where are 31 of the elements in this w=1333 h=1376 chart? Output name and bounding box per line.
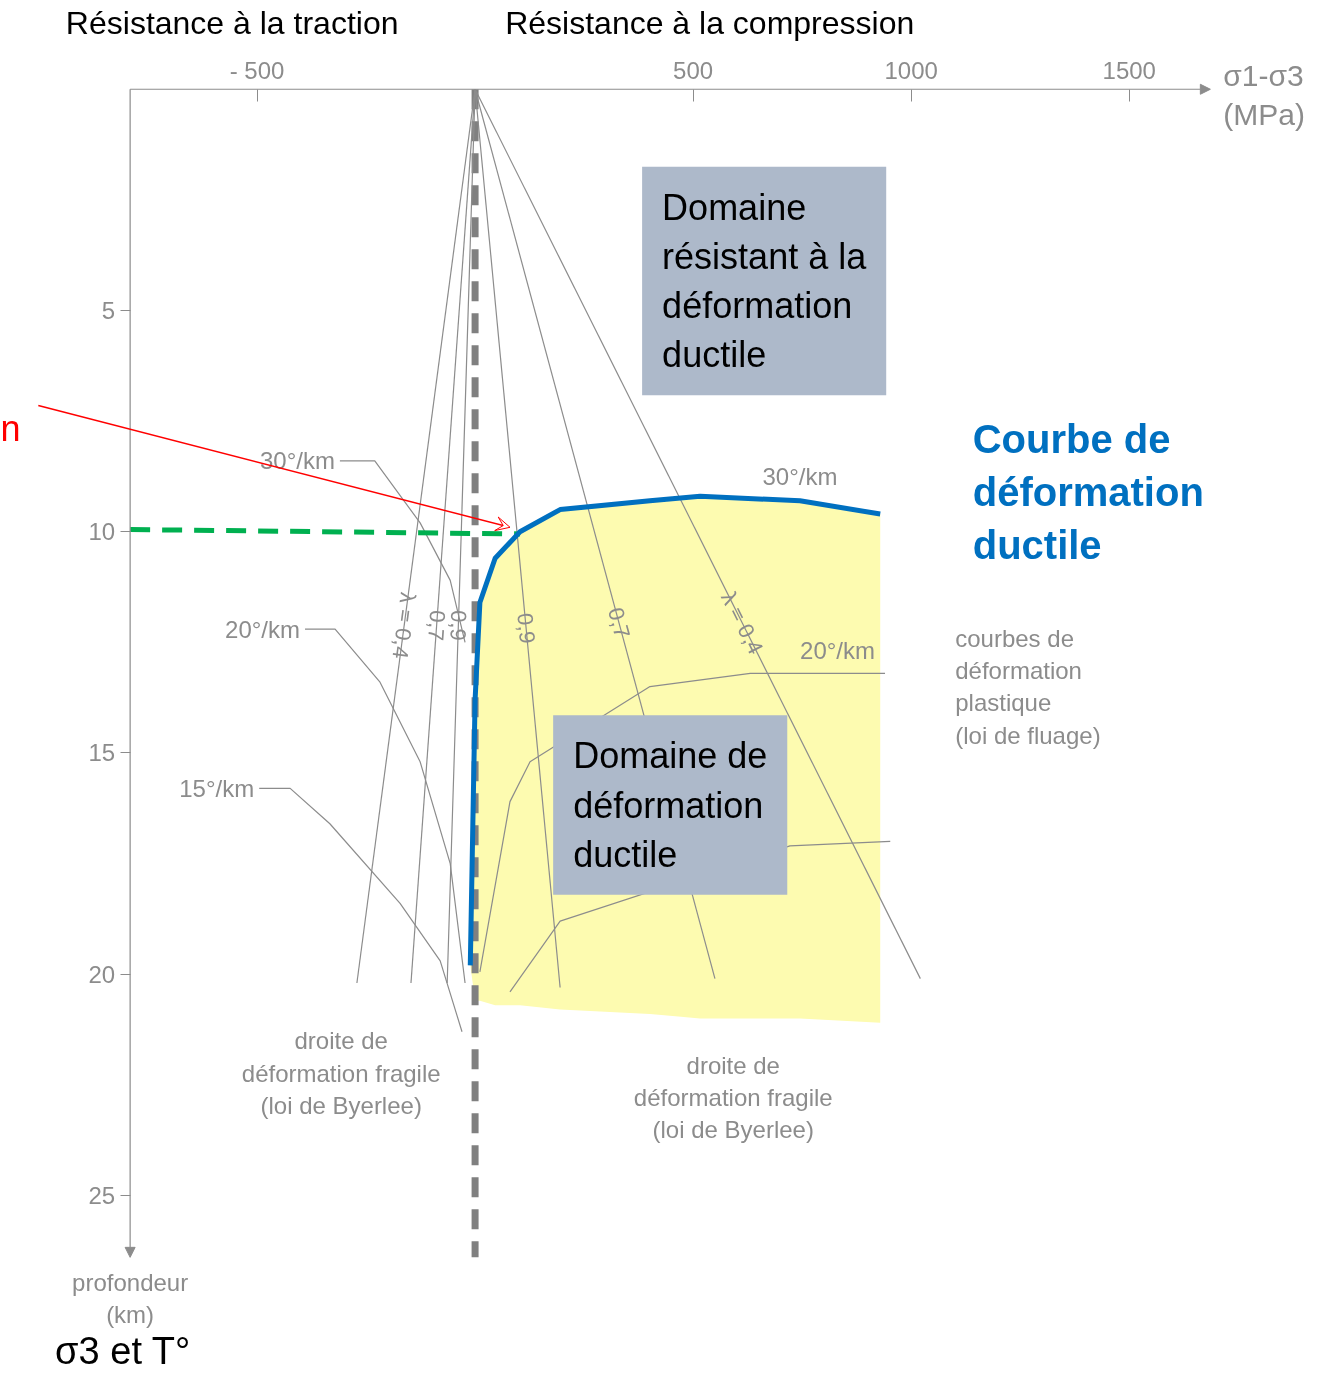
x-tick-label: 500 (673, 57, 714, 85)
text: σ3 et T° (55, 1330, 191, 1373)
text: 0,7 (602, 604, 636, 641)
text: n (0, 408, 21, 450)
x-tick-label: 1000 (884, 57, 938, 85)
text: λ = 0,4 (387, 590, 421, 661)
y-tick-label: 25 (88, 1181, 116, 1209)
annotation: 30°/km (762, 462, 838, 490)
y-axis-title: profondeur (km) (72, 1269, 189, 1329)
series-label: 20°/km (800, 637, 876, 665)
series-label: 15°/km (179, 774, 255, 802)
x-tick-label: - 500 (229, 57, 285, 85)
y-tick-label: 15 (88, 739, 116, 767)
series-label: 20°/km (225, 615, 300, 643)
text: Résistance à la compression (505, 4, 915, 41)
annotation: droite de déformation fragile (loi de Byerlee) (241, 1027, 441, 1120)
text: Résistance à la traction (65, 4, 399, 41)
y-tick-label: 20 (88, 960, 116, 988)
y-tick-label: 5 (101, 297, 116, 324)
annotation: Domaine résistant à la déformation ductile (662, 186, 868, 376)
annotation: courbes de déformation plastique (loi de fluage) (955, 624, 1101, 749)
x-axis-title: σ1-σ3 (MPa) (1223, 58, 1305, 132)
y-tick-label: 10 (88, 518, 116, 546)
annotation: droite de déformation fragile (loi de Byerlee) (633, 1051, 833, 1144)
series-label: 30°/km (259, 447, 335, 475)
text: 0,9 (445, 609, 472, 642)
annotation: Domaine de déformation ductile (573, 735, 768, 875)
text: λ = 0,4 (716, 587, 769, 659)
text: 0,9 (512, 611, 540, 645)
x-tick-label: 1500 (1102, 57, 1156, 85)
text: Courbe de déformation ductile (972, 417, 1204, 567)
